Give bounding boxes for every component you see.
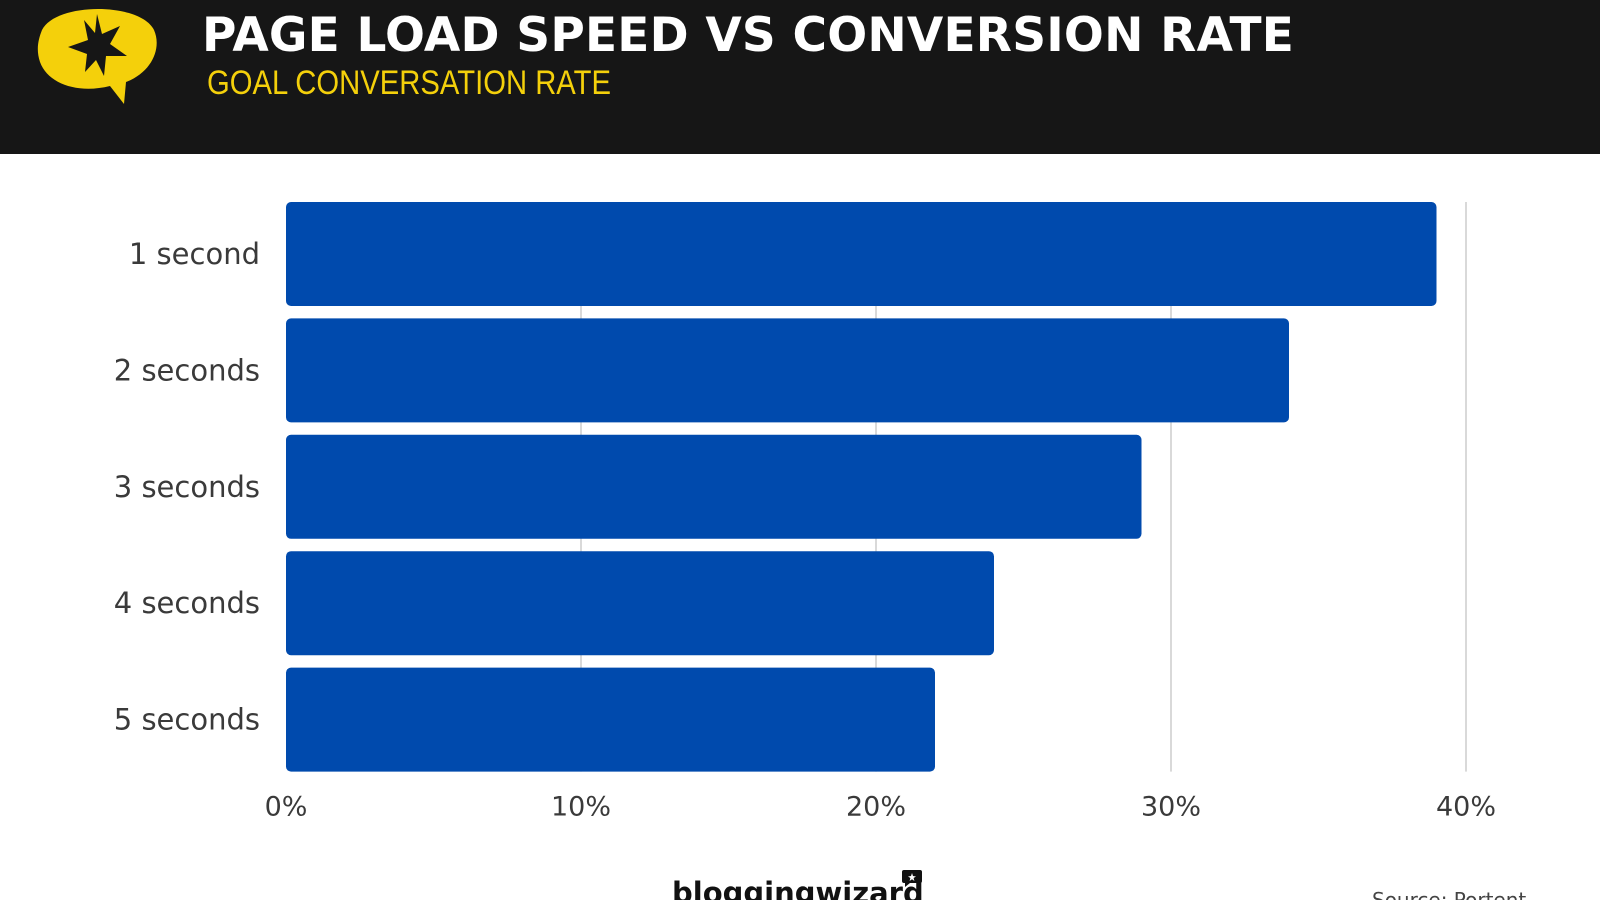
bar-chart: 1 second 2 seconds 3 seconds 4 seconds 5 sec… bbox=[114, 202, 1496, 823]
category-label: 5 seconds bbox=[114, 703, 260, 737]
category-label: 4 seconds bbox=[114, 586, 260, 620]
page-title: PAGE LOAD SPEED VS CONVERSION RATE bbox=[202, 8, 1295, 63]
bar bbox=[286, 318, 1289, 423]
star-speech-bubble-icon bbox=[37, 9, 157, 104]
header-banner: PAGE LOAD SPEED VS CONVERSION RATE GOAL … bbox=[0, 0, 1600, 154]
category-label: 2 seconds bbox=[114, 353, 260, 387]
bar bbox=[286, 434, 1142, 539]
brand-bubble-icon bbox=[902, 870, 922, 887]
x-axis-ticks: 0% 10% 20% 30% 40% bbox=[265, 792, 1496, 823]
x-tick-label: 30% bbox=[1141, 792, 1201, 823]
bar bbox=[286, 551, 994, 656]
bar bbox=[286, 667, 935, 772]
category-label: 3 seconds bbox=[114, 470, 260, 504]
source-note: Source: Portent bbox=[1372, 888, 1527, 900]
bars bbox=[286, 202, 1437, 772]
x-tick-label: 20% bbox=[846, 792, 906, 823]
x-tick-label: 0% bbox=[265, 792, 308, 823]
page-subtitle: GOAL CONVERSATION RATE bbox=[207, 64, 612, 102]
category-label: 1 second bbox=[129, 237, 260, 271]
x-tick-label: 40% bbox=[1436, 792, 1496, 823]
brand-logo-text: bloggingwizard bbox=[672, 876, 924, 900]
bar bbox=[286, 202, 1437, 306]
category-labels: 1 second 2 seconds 3 seconds 4 seconds 5 sec… bbox=[114, 237, 260, 737]
x-tick-label: 10% bbox=[551, 792, 611, 823]
